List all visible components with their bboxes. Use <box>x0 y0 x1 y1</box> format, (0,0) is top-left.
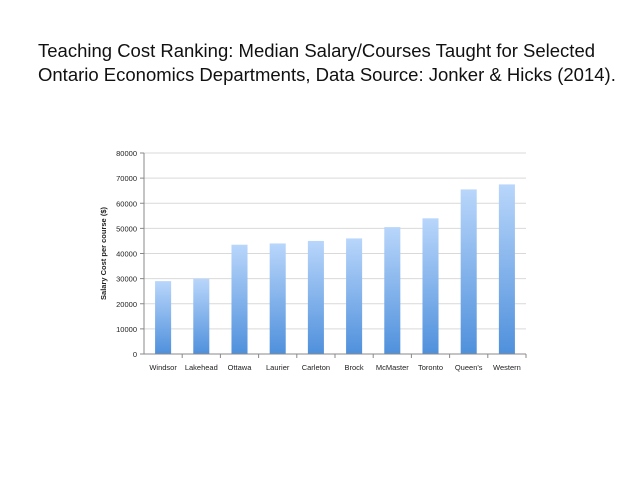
bar <box>498 184 515 354</box>
x-tick-label: Carleton <box>302 363 330 372</box>
x-tick-label: Toronto <box>418 363 443 372</box>
y-tick-label: 10000 <box>116 325 137 334</box>
slide-title-line-1: Teaching Cost Ranking: Median Salary/Cou… <box>38 40 596 61</box>
bar <box>193 278 210 354</box>
bar <box>422 218 439 354</box>
x-tick-label: Queen's <box>455 363 483 372</box>
bar <box>460 189 477 354</box>
x-tick-label: Windsor <box>149 363 177 372</box>
x-tick-label: Ottawa <box>228 363 253 372</box>
bar <box>384 227 401 354</box>
x-tick-label: McMaster <box>376 363 409 372</box>
slide-title-line-2: Ontario Economics Departments, Data Sour… <box>38 64 616 85</box>
y-tick-label: 40000 <box>116 250 137 259</box>
y-tick-label: 70000 <box>116 174 137 183</box>
bar <box>269 243 286 354</box>
x-tick-label: Laurier <box>266 363 290 372</box>
bar <box>155 281 172 354</box>
bars <box>155 184 515 354</box>
y-tick-label: 50000 <box>116 224 137 233</box>
bar <box>346 238 363 354</box>
x-tick-label: Brock <box>345 363 364 372</box>
axes <box>140 152 527 358</box>
x-tick-label: Western <box>493 363 521 372</box>
y-axis-title: Salary Cost per course ($) <box>99 207 108 300</box>
y-tick-label: 80000 <box>116 149 137 158</box>
y-tick-label: 0 <box>133 350 137 359</box>
x-tick-label: Lakehead <box>185 363 218 372</box>
slide-title: Teaching Cost Ranking: Median Salary/Cou… <box>38 39 618 87</box>
y-tick-label: 60000 <box>116 199 137 208</box>
bar <box>231 244 248 354</box>
y-tick-label: 20000 <box>116 300 137 309</box>
tick-labels: 0 10000 20000 30000 40000 50000 60000 70000 8000… <box>99 149 521 372</box>
bar <box>307 240 324 354</box>
y-tick-label: 30000 <box>116 275 137 284</box>
